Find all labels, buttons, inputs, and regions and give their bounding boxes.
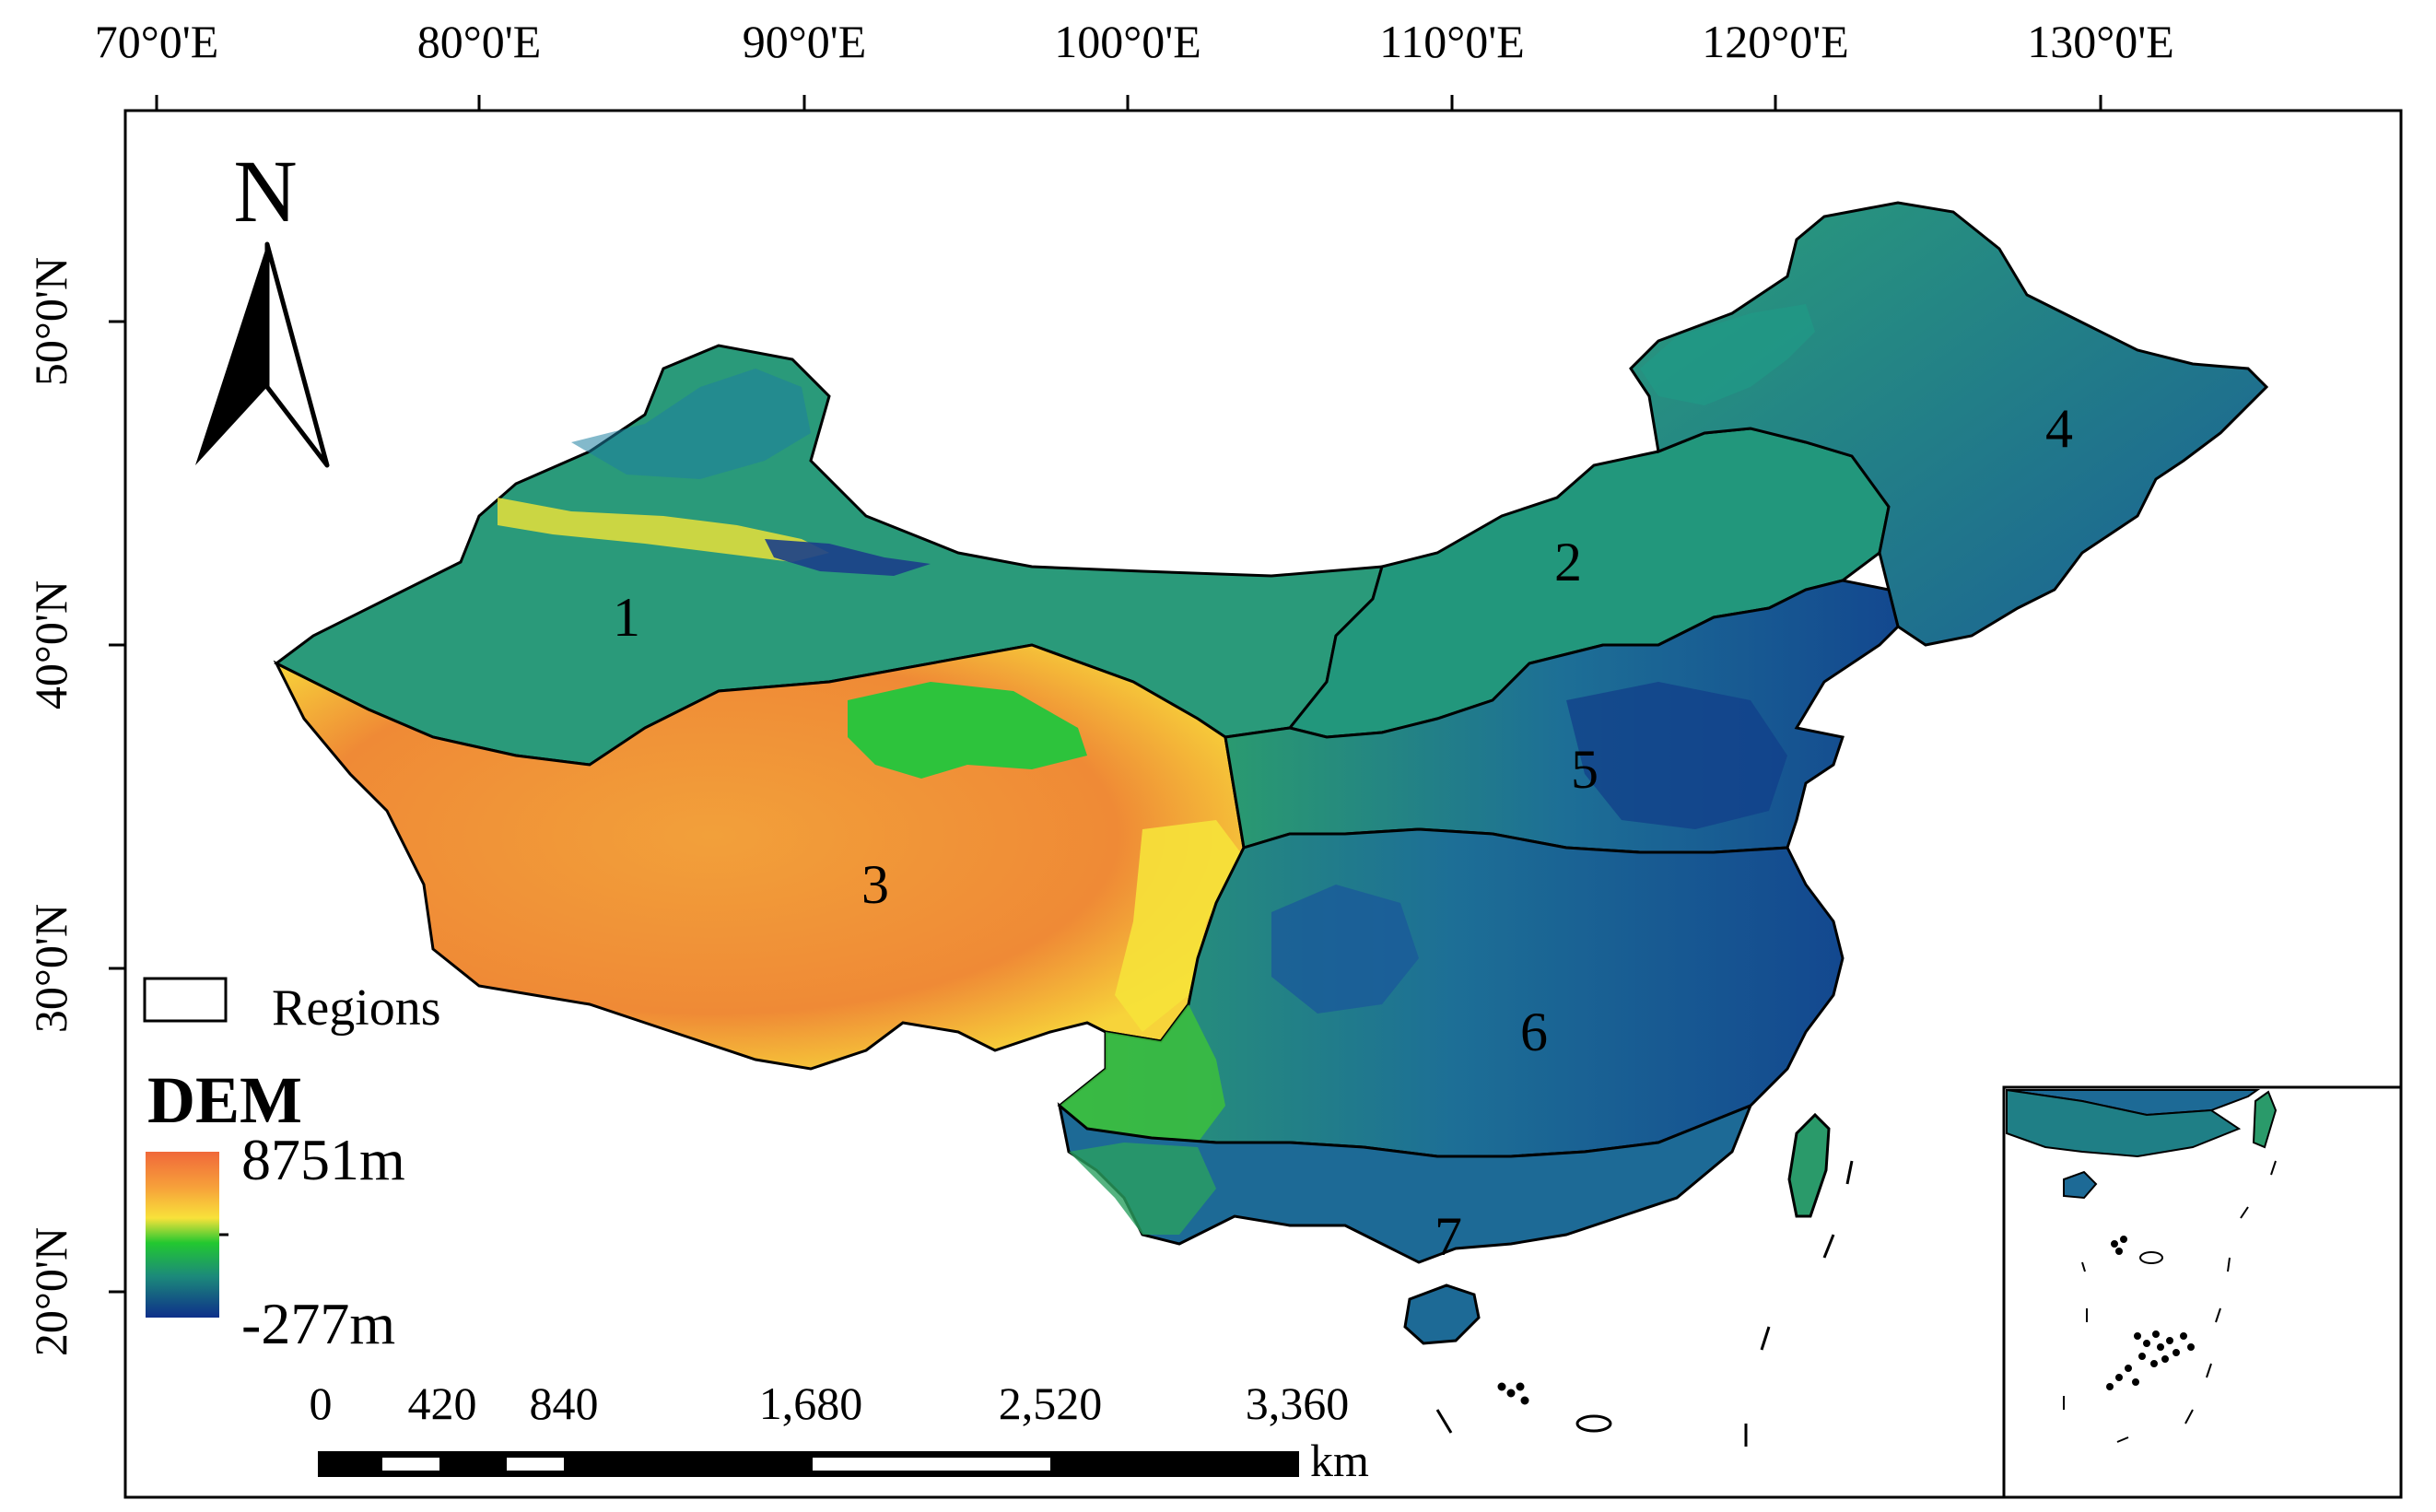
region-4-hulunbuir: [1640, 304, 1815, 405]
region-label-3: 3: [861, 854, 889, 915]
scale-tick-3360: 3,360: [1246, 1377, 1350, 1429]
region-6-yunnan: [1060, 1004, 1225, 1143]
region-7-fill: [1057, 1102, 1753, 1264]
region-7-west: [1069, 1143, 1216, 1235]
scale-tick-420: 420: [408, 1377, 477, 1429]
legend-dem-title: DEM: [147, 1063, 302, 1137]
region-label-5: 5: [1571, 739, 1599, 800]
region-1-north: [571, 369, 811, 479]
sea-islands: [1435, 1160, 1854, 1447]
region-label-7: 7: [1435, 1206, 1462, 1267]
region-5-plain: [1566, 682, 1787, 829]
region-3-east-slope: [1115, 820, 1244, 1032]
taiwan-island: [1787, 1112, 1831, 1218]
legend-regions-label: Regions: [272, 979, 441, 1037]
region-1-ranges: [498, 498, 829, 562]
north-arrow-icon: [195, 244, 267, 465]
scale-tick-840: 840: [530, 1377, 599, 1429]
region-1-basin: [765, 539, 931, 576]
scale-tick-2520: 2,520: [999, 1377, 1103, 1429]
region-label-6: 6: [1520, 1002, 1548, 1062]
scale-unit: km: [1310, 1435, 1369, 1486]
longitude-ticks: [155, 95, 2102, 111]
legend-dem-min: -277m: [241, 1291, 395, 1356]
legend-regions-swatch: [143, 977, 228, 1023]
lat-label-40: 40°0'N: [25, 580, 76, 709]
lon-label-110: 110°0'E: [1379, 16, 1525, 67]
region-label-1: 1: [613, 587, 640, 648]
lat-label-50: 50°0'N: [25, 257, 76, 386]
lon-label-120: 120°0'E: [1702, 16, 1849, 67]
lon-label-80: 80°0'E: [417, 16, 542, 67]
lon-label-100: 100°0'E: [1054, 16, 1201, 67]
inset-map: [2002, 1085, 2403, 1499]
legend-dem-max: 8751m: [241, 1127, 405, 1192]
latitude-ticks: [109, 320, 125, 1294]
region-6-sichuan-basin: [1271, 885, 1419, 1014]
region-3-qaidam: [848, 682, 1087, 779]
scale-tick-0: 0: [310, 1377, 333, 1429]
north-arrow-label: N: [233, 142, 297, 240]
north-arrow: N: [195, 142, 330, 468]
lon-label-90: 90°0'E: [743, 16, 867, 67]
lon-label-70: 70°0'E: [95, 16, 219, 67]
lat-label-20: 20°0'N: [25, 1227, 76, 1356]
region-label-4: 4: [2045, 398, 2073, 459]
legend-dem-ramp: [146, 1152, 219, 1318]
scale-tick-1680: 1,680: [759, 1377, 863, 1429]
hainan-island: [1403, 1283, 1481, 1345]
lon-label-130: 130°0'E: [2027, 16, 2174, 67]
scale-bar: [318, 1451, 1299, 1477]
lat-label-30: 30°0'N: [25, 904, 76, 1033]
region-label-2: 2: [1554, 532, 1582, 592]
